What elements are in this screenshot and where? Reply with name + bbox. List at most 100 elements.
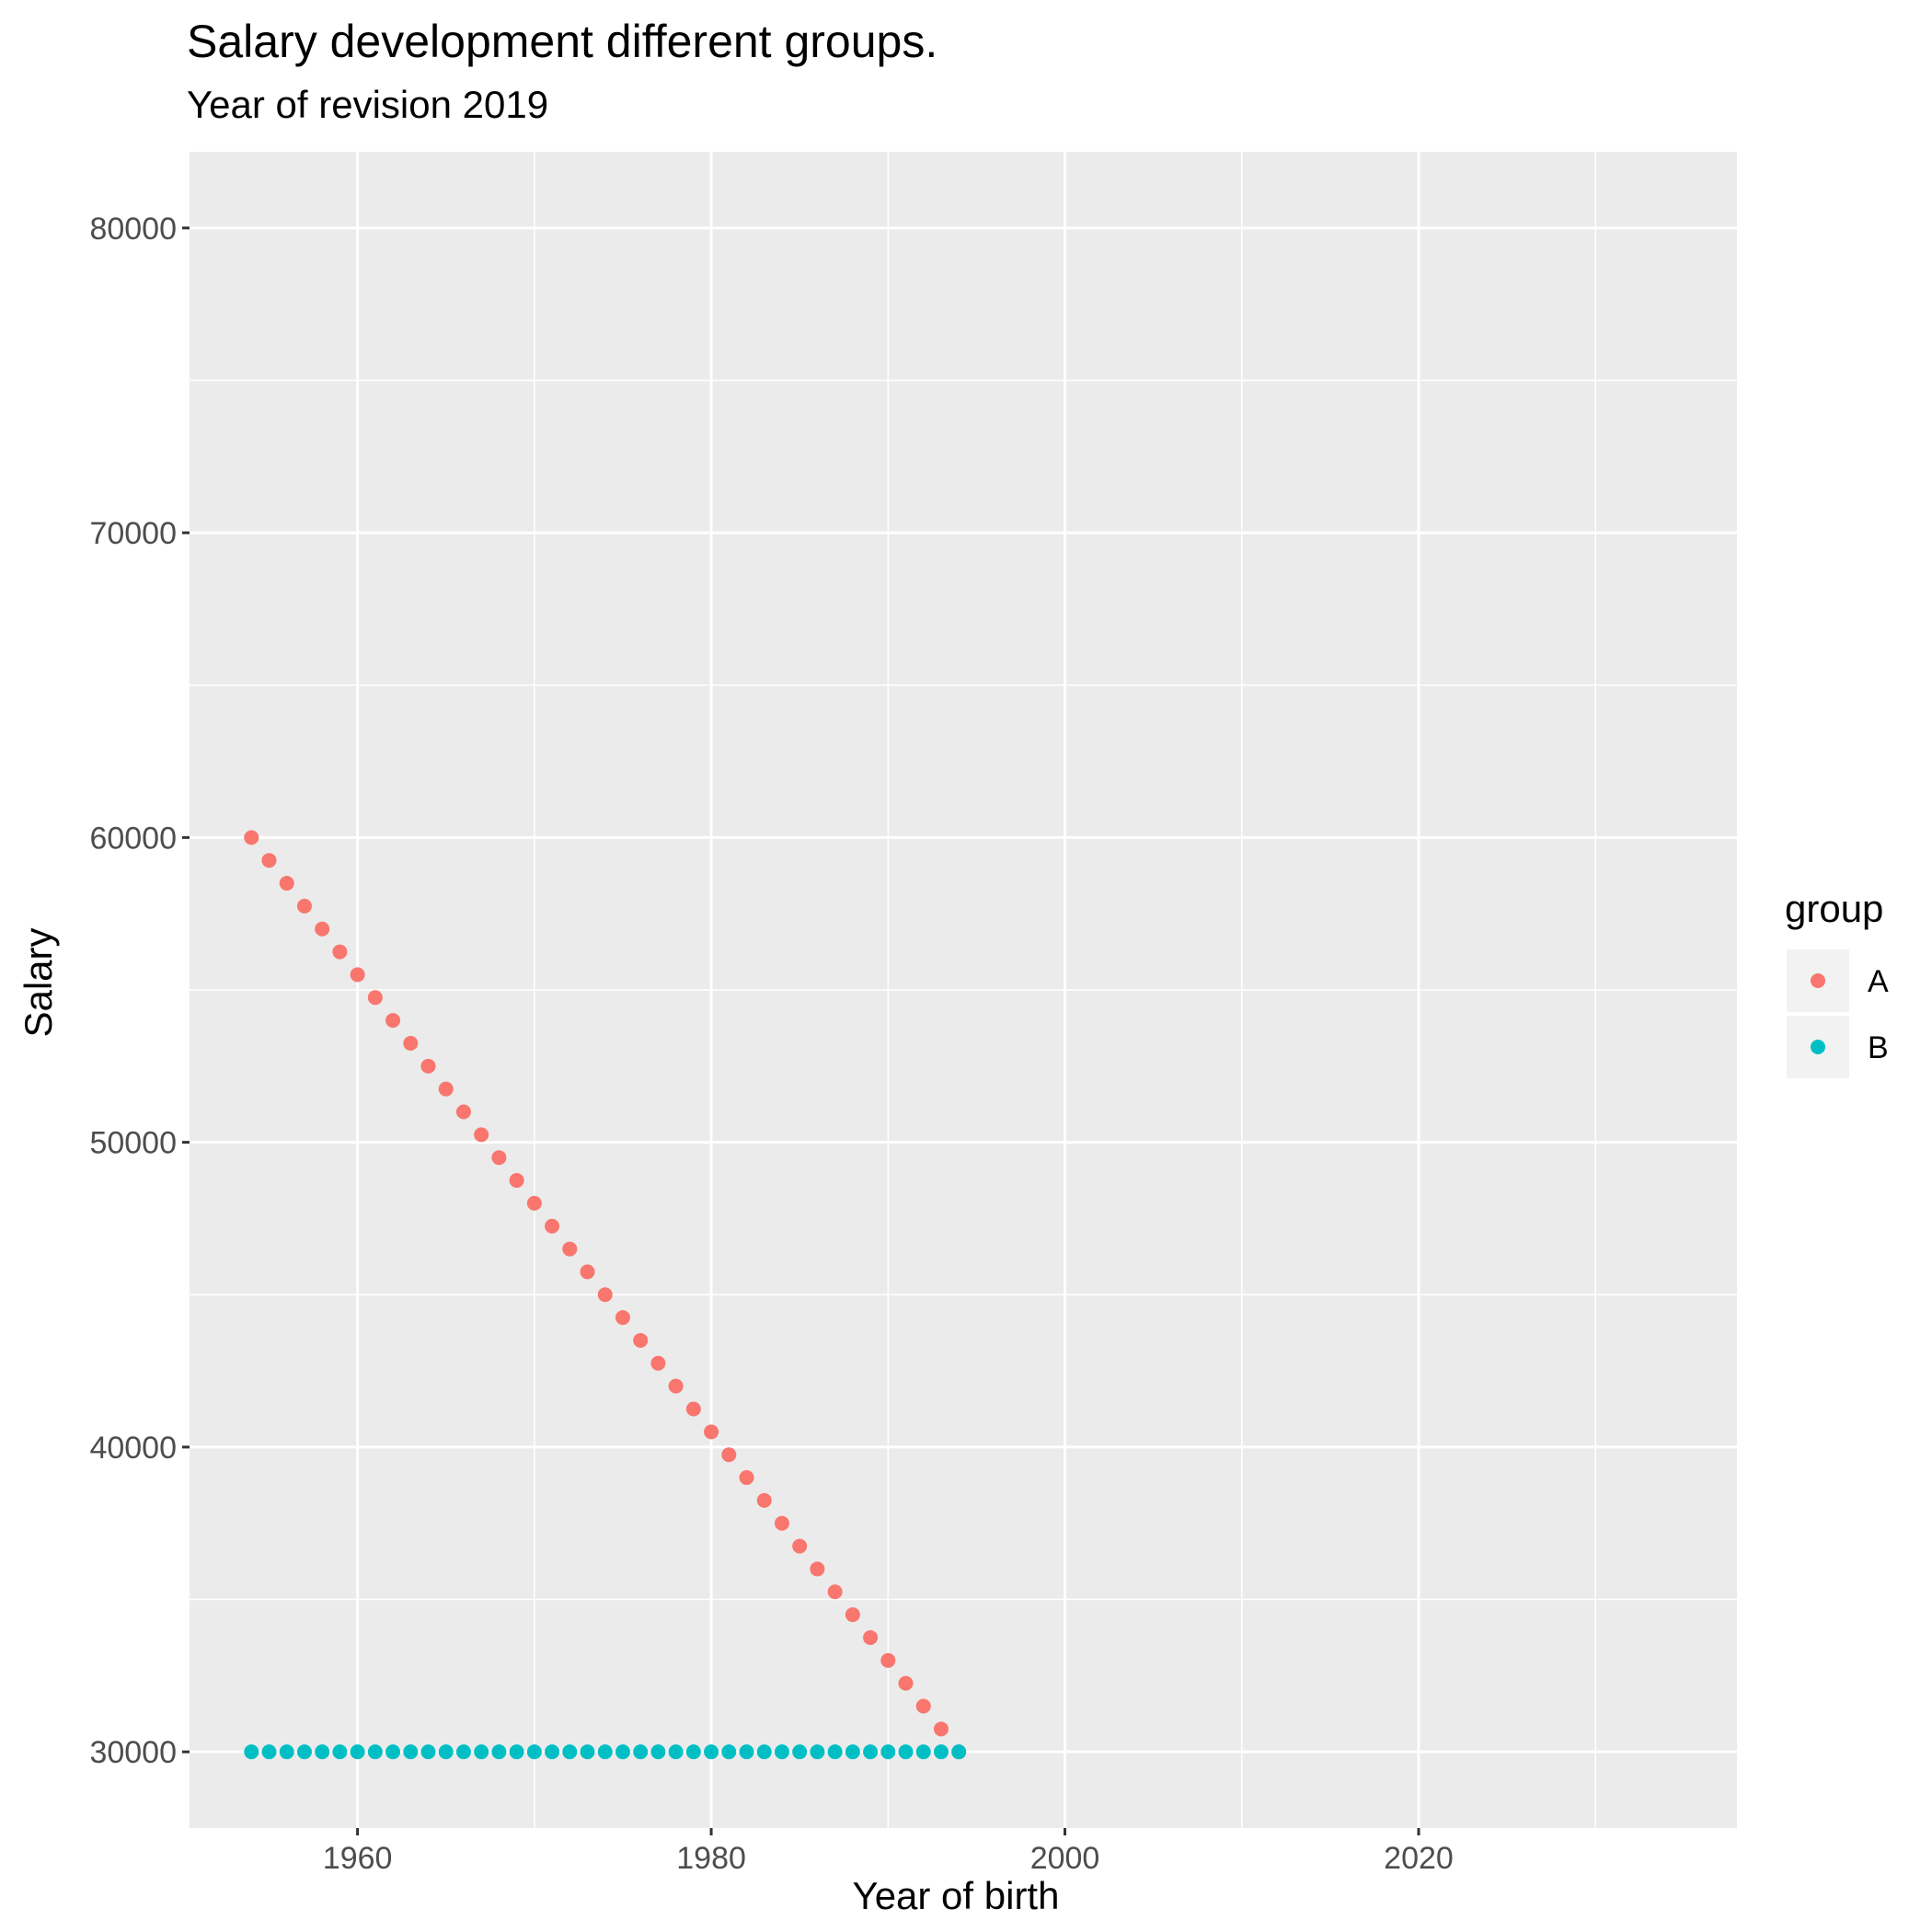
point-b [385,1744,401,1760]
point-b [863,1744,879,1760]
point-a [810,1561,825,1577]
chart-title: Salary development different groups. [187,16,937,67]
point-b [509,1744,524,1760]
point-b [403,1744,419,1760]
point-b [474,1744,489,1760]
legend-title: group [1785,887,1883,930]
point-b [650,1744,666,1760]
point-a [385,1013,401,1029]
point-a [792,1538,808,1554]
x-tick-label: 1980 [676,1841,746,1876]
point-a [562,1241,578,1257]
point-a [509,1173,524,1189]
point-a [756,1492,772,1508]
point-a [279,876,294,891]
point-b [350,1744,365,1760]
point-b [580,1744,595,1760]
point-b [296,1744,312,1760]
point-a [721,1447,737,1463]
point-a [403,1035,419,1051]
point-b [633,1744,649,1760]
point-b [526,1744,542,1760]
point-a [668,1378,684,1394]
point-b [615,1744,630,1760]
point-a [685,1401,701,1417]
point-b [438,1744,454,1760]
point-b [739,1744,754,1760]
point-b [420,1744,436,1760]
point-a [615,1310,630,1326]
point-b [792,1744,808,1760]
point-b [845,1744,860,1760]
point-a [545,1218,560,1234]
point-b [685,1744,701,1760]
point-a [244,830,259,845]
point-b [279,1744,294,1760]
point-a [863,1629,879,1645]
point-b [597,1744,613,1760]
point-a [296,898,312,914]
point-a [597,1287,613,1303]
point-a [315,921,330,937]
point-b [668,1744,684,1760]
point-b [455,1744,471,1760]
legend-swatch-a [1811,973,1825,988]
point-b [562,1744,578,1760]
y-tick-label: 50000 [89,1126,177,1161]
point-b [315,1744,330,1760]
point-b [367,1744,383,1760]
y-tick-label: 30000 [89,1735,177,1770]
point-a [580,1264,595,1280]
point-a [455,1104,471,1120]
point-a [526,1195,542,1211]
y-tick-label: 70000 [89,516,177,551]
x-tick-label: 2000 [1030,1841,1100,1876]
y-tick-label: 60000 [89,821,177,856]
x-axis-label: Year of birth [853,1874,1060,1917]
point-a [367,990,383,1006]
legend-swatch-b [1811,1040,1825,1054]
point-a [633,1332,649,1348]
point-b [545,1744,560,1760]
point-a [704,1424,719,1440]
point-a [739,1470,754,1486]
chart-subtitle: Year of revision 2019 [187,83,548,126]
legend-label-b: B [1868,1030,1889,1065]
point-a [261,853,277,868]
y-axis: 30000 40000 50000 60000 70000 80000 [89,212,190,1770]
point-a [420,1058,436,1074]
point-a [332,944,348,960]
legend-label-a: A [1868,964,1889,999]
point-a [350,967,365,983]
point-b [898,1744,914,1760]
point-a [474,1127,489,1143]
point-b [756,1744,772,1760]
point-b [827,1744,843,1760]
point-a [438,1081,454,1097]
point-b [774,1744,789,1760]
point-b [244,1744,259,1760]
point-a [898,1675,914,1691]
point-b [810,1744,825,1760]
x-tick-label: 1960 [323,1841,393,1876]
point-b [951,1744,967,1760]
x-tick-label: 2020 [1384,1841,1454,1876]
y-tick-label: 80000 [89,212,177,247]
point-a [827,1584,843,1600]
y-tick-label: 40000 [89,1431,177,1466]
point-a [491,1150,507,1166]
data-points [244,830,967,1760]
point-a [933,1721,949,1737]
point-a [915,1698,931,1714]
y-axis-label: Salary [17,927,60,1037]
point-b [332,1744,348,1760]
x-axis: 1960 1980 2000 2020 [323,1828,1454,1876]
point-b [880,1744,896,1760]
point-a [845,1607,860,1623]
point-b [915,1744,931,1760]
point-a [774,1515,789,1531]
minor-gridlines [179,152,1737,1828]
point-b [704,1744,719,1760]
legend: group AB [1785,887,1889,1078]
